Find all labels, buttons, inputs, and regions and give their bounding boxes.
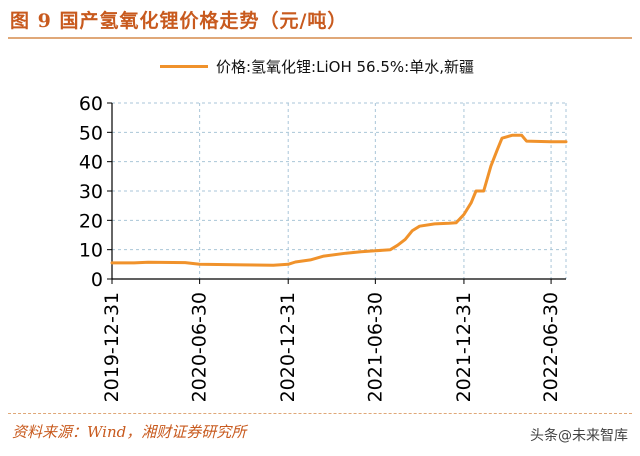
- series-layer: [110, 133, 568, 267]
- x-tick-label: 2020-06-30: [189, 292, 211, 402]
- y-tick-label: 50: [79, 122, 103, 144]
- source-note: 资料来源：Wind，湘财证券研究所: [12, 423, 247, 441]
- series-line: [110, 133, 568, 267]
- legend-swatch: [160, 65, 208, 68]
- legend: 价格:氢氧化锂:LiOH 56.5%:单水,新疆: [160, 56, 474, 77]
- x-tick-label: 2020-12-31: [277, 292, 299, 402]
- y-tick-label: 0: [91, 269, 103, 291]
- tick-labels: 0 10 20 30 40 50 60 2019-12-31 2020-06-30 2020-12…: [79, 93, 562, 402]
- y-tick-label: 60: [79, 93, 103, 115]
- watermark: 头条@未来智库: [530, 428, 628, 444]
- y-tick-label: 20: [79, 210, 103, 232]
- x-tick-label: 2022-06-30: [540, 292, 562, 402]
- legend-label: 价格:氢氧化锂:LiOH 56.5%:单水,新疆: [216, 58, 474, 76]
- title-divider: [8, 37, 632, 39]
- source-divider: [8, 413, 632, 415]
- y-tick-label: 30: [79, 181, 103, 203]
- axes: [107, 102, 566, 284]
- x-tick-label: 2021-06-30: [364, 292, 386, 402]
- y-tick-label: 10: [79, 240, 103, 262]
- gridlines: [112, 102, 567, 279]
- x-tick-label: 2021-12-31: [453, 292, 475, 402]
- chart-title: 图 9 国产氢氧化锂价格走势（元/吨）: [10, 10, 348, 32]
- line-chart: 0 10 20 30 40 50 60 2019-12-31 2020-06-30 2020-12…: [79, 93, 568, 402]
- x-tick-label: 2019-12-31: [101, 292, 123, 402]
- y-tick-label: 40: [79, 152, 103, 174]
